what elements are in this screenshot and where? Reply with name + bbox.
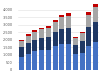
Bar xyxy=(80,41,85,53)
Bar xyxy=(66,13,71,16)
Bar xyxy=(86,27,91,46)
Bar xyxy=(66,44,71,70)
Bar xyxy=(19,57,24,70)
Bar xyxy=(26,36,31,43)
Bar xyxy=(26,34,31,36)
Bar xyxy=(59,17,64,29)
Bar xyxy=(73,37,78,38)
Bar xyxy=(66,28,71,44)
Bar xyxy=(93,42,98,70)
Bar xyxy=(53,32,58,46)
Bar xyxy=(73,38,78,45)
Bar xyxy=(19,41,24,47)
Bar xyxy=(86,15,91,27)
Bar xyxy=(86,46,91,70)
Bar xyxy=(39,28,44,29)
Bar xyxy=(86,12,91,15)
Bar xyxy=(80,33,85,41)
Bar xyxy=(39,50,44,70)
Bar xyxy=(53,22,58,32)
Bar xyxy=(59,44,64,70)
Bar xyxy=(53,46,58,70)
Bar xyxy=(93,22,98,42)
Bar xyxy=(26,43,31,54)
Bar xyxy=(66,16,71,28)
Bar xyxy=(93,4,98,7)
Bar xyxy=(46,28,51,36)
Bar xyxy=(32,32,37,40)
Bar xyxy=(80,32,85,33)
Bar xyxy=(26,54,31,70)
Bar xyxy=(32,51,37,70)
Bar xyxy=(46,50,51,70)
Bar xyxy=(93,7,98,22)
Bar xyxy=(32,30,37,32)
Bar xyxy=(46,36,51,50)
Bar xyxy=(73,54,78,70)
Bar xyxy=(19,47,24,57)
Bar xyxy=(80,53,85,70)
Bar xyxy=(59,29,64,44)
Bar xyxy=(53,20,58,22)
Bar xyxy=(73,45,78,54)
Bar xyxy=(39,38,44,50)
Bar xyxy=(46,26,51,28)
Bar xyxy=(59,15,64,17)
Bar xyxy=(39,29,44,38)
Bar xyxy=(32,40,37,51)
Bar xyxy=(19,40,24,41)
